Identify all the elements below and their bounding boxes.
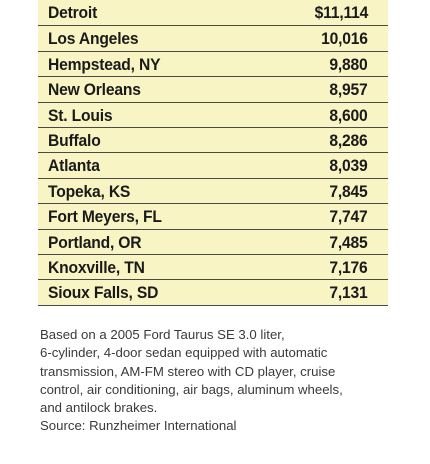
note-line: control, air conditioning, air bags, alu… [40, 381, 343, 397]
table-row: Detroit $11,114 [38, 0, 388, 25]
table-row: Atlanta 8,039 [38, 152, 388, 177]
table-row: Knoxville, TN 7,176 [38, 253, 388, 279]
city-name: Topeka, KS [48, 181, 131, 201]
table-row: New Orleans 8,957 [38, 76, 388, 101]
table-row: Hempstead, NY 9,880 [38, 50, 388, 76]
cost-value: 7,485 [329, 232, 368, 252]
cost-value: 10,016 [321, 29, 368, 49]
city-name: Knoxville, TN [48, 257, 145, 277]
cost-value: 8,600 [329, 105, 368, 125]
cost-value: 7,176 [329, 257, 368, 277]
city-name: Portland, OR [48, 232, 142, 252]
note-line: and antilock brakes. [40, 400, 158, 416]
table-row: Buffalo 8,286 [38, 126, 388, 152]
table-row: Los Angeles 10,016 [38, 25, 388, 50]
note-line: Based on a 2005 Ford Taurus SE 3.0 liter… [40, 327, 285, 342]
city-name: Los Angeles [48, 29, 139, 49]
table: Detroit $11,114 Los Angeles 10,016 Hempstead… [38, 0, 388, 306]
table-row: Portland, OR 7,485 [38, 228, 388, 254]
city-name: Fort Meyers, FL [48, 207, 162, 227]
city-name: Atlanta [48, 156, 100, 176]
cost-value: 7,131 [329, 283, 368, 303]
table-row: Sioux Falls, SD 7,131 [38, 279, 388, 304]
cost-value: 7,747 [329, 207, 368, 227]
note-line: 6-cylinder, 4-door sedan equipped with a… [40, 345, 328, 361]
city-name: Detroit [48, 3, 98, 22]
cost-value: 8,957 [329, 80, 368, 100]
source-line: Source: Runzheimer International [40, 418, 237, 434]
city-name: New Orleans [48, 80, 141, 100]
cost-value: 7,845 [329, 181, 368, 201]
table-row: St. Louis 8,600 [38, 101, 388, 127]
city-name: Sioux Falls, SD [48, 283, 159, 303]
city-name: Buffalo [48, 130, 101, 150]
note-line: transmission, AM-FM stereo with CD playe… [40, 363, 336, 379]
cost-value: $11,114 [314, 3, 368, 22]
city-name: Hempstead, NY [48, 54, 161, 74]
table-row: Fort Meyers, FL 7,747 [38, 203, 388, 228]
city-name: St. Louis [48, 105, 113, 125]
cost-value: 8,286 [329, 130, 368, 150]
footnote: Based on a 2005 Ford Taurus SE 3.0 liter… [40, 326, 420, 436]
cost-value: 8,039 [329, 156, 368, 176]
table-row: Topeka, KS 7,845 [38, 177, 388, 203]
cost-value: 9,880 [329, 54, 368, 74]
